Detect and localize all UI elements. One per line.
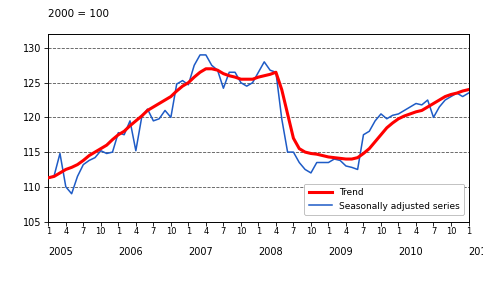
Text: 2010: 2010 [398,247,423,256]
Text: 2000 = 100: 2000 = 100 [48,9,109,19]
Text: 2009: 2009 [328,247,353,256]
Text: 2005: 2005 [48,247,73,256]
Legend: Trend, Seasonally adjusted series: Trend, Seasonally adjusted series [304,183,464,215]
Text: 2007: 2007 [188,247,213,256]
Text: 2006: 2006 [118,247,143,256]
Text: 2008: 2008 [258,247,283,256]
Text: 2011: 2011 [469,247,483,256]
